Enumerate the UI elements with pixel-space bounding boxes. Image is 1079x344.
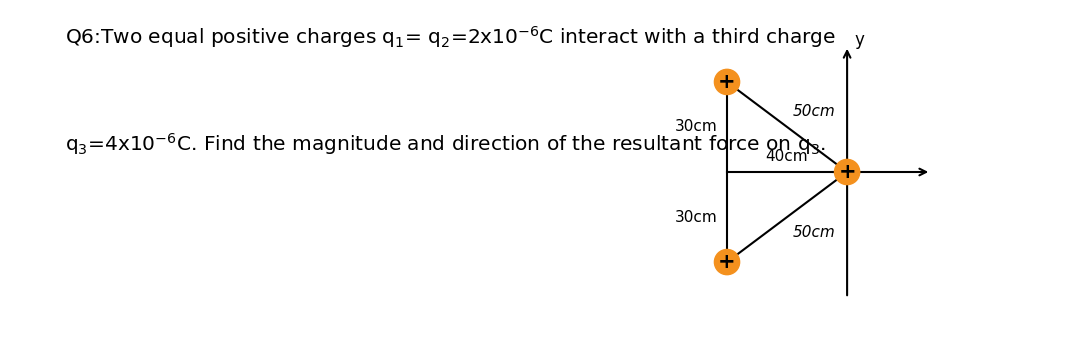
Text: +: + [838,162,856,182]
Text: 30cm: 30cm [675,209,718,225]
Text: q$_3$=4x10$^{-6}$C. Find the magnitude and direction of the resultant force on q: q$_3$=4x10$^{-6}$C. Find the magnitude a… [65,131,825,157]
Text: +: + [719,252,736,272]
Text: y: y [855,31,864,49]
Text: 30cm: 30cm [675,119,718,135]
Circle shape [714,249,739,275]
Text: 40cm: 40cm [766,150,808,164]
Text: 50cm: 50cm [793,225,836,239]
Circle shape [834,159,860,185]
Circle shape [714,69,739,95]
Text: 50cm: 50cm [793,105,836,119]
Text: +: + [719,72,736,92]
Text: Q6:Two equal positive charges q$_1$= q$_2$=2x10$^{-6}$C interact with a third ch: Q6:Two equal positive charges q$_1$= q$_… [65,24,835,50]
